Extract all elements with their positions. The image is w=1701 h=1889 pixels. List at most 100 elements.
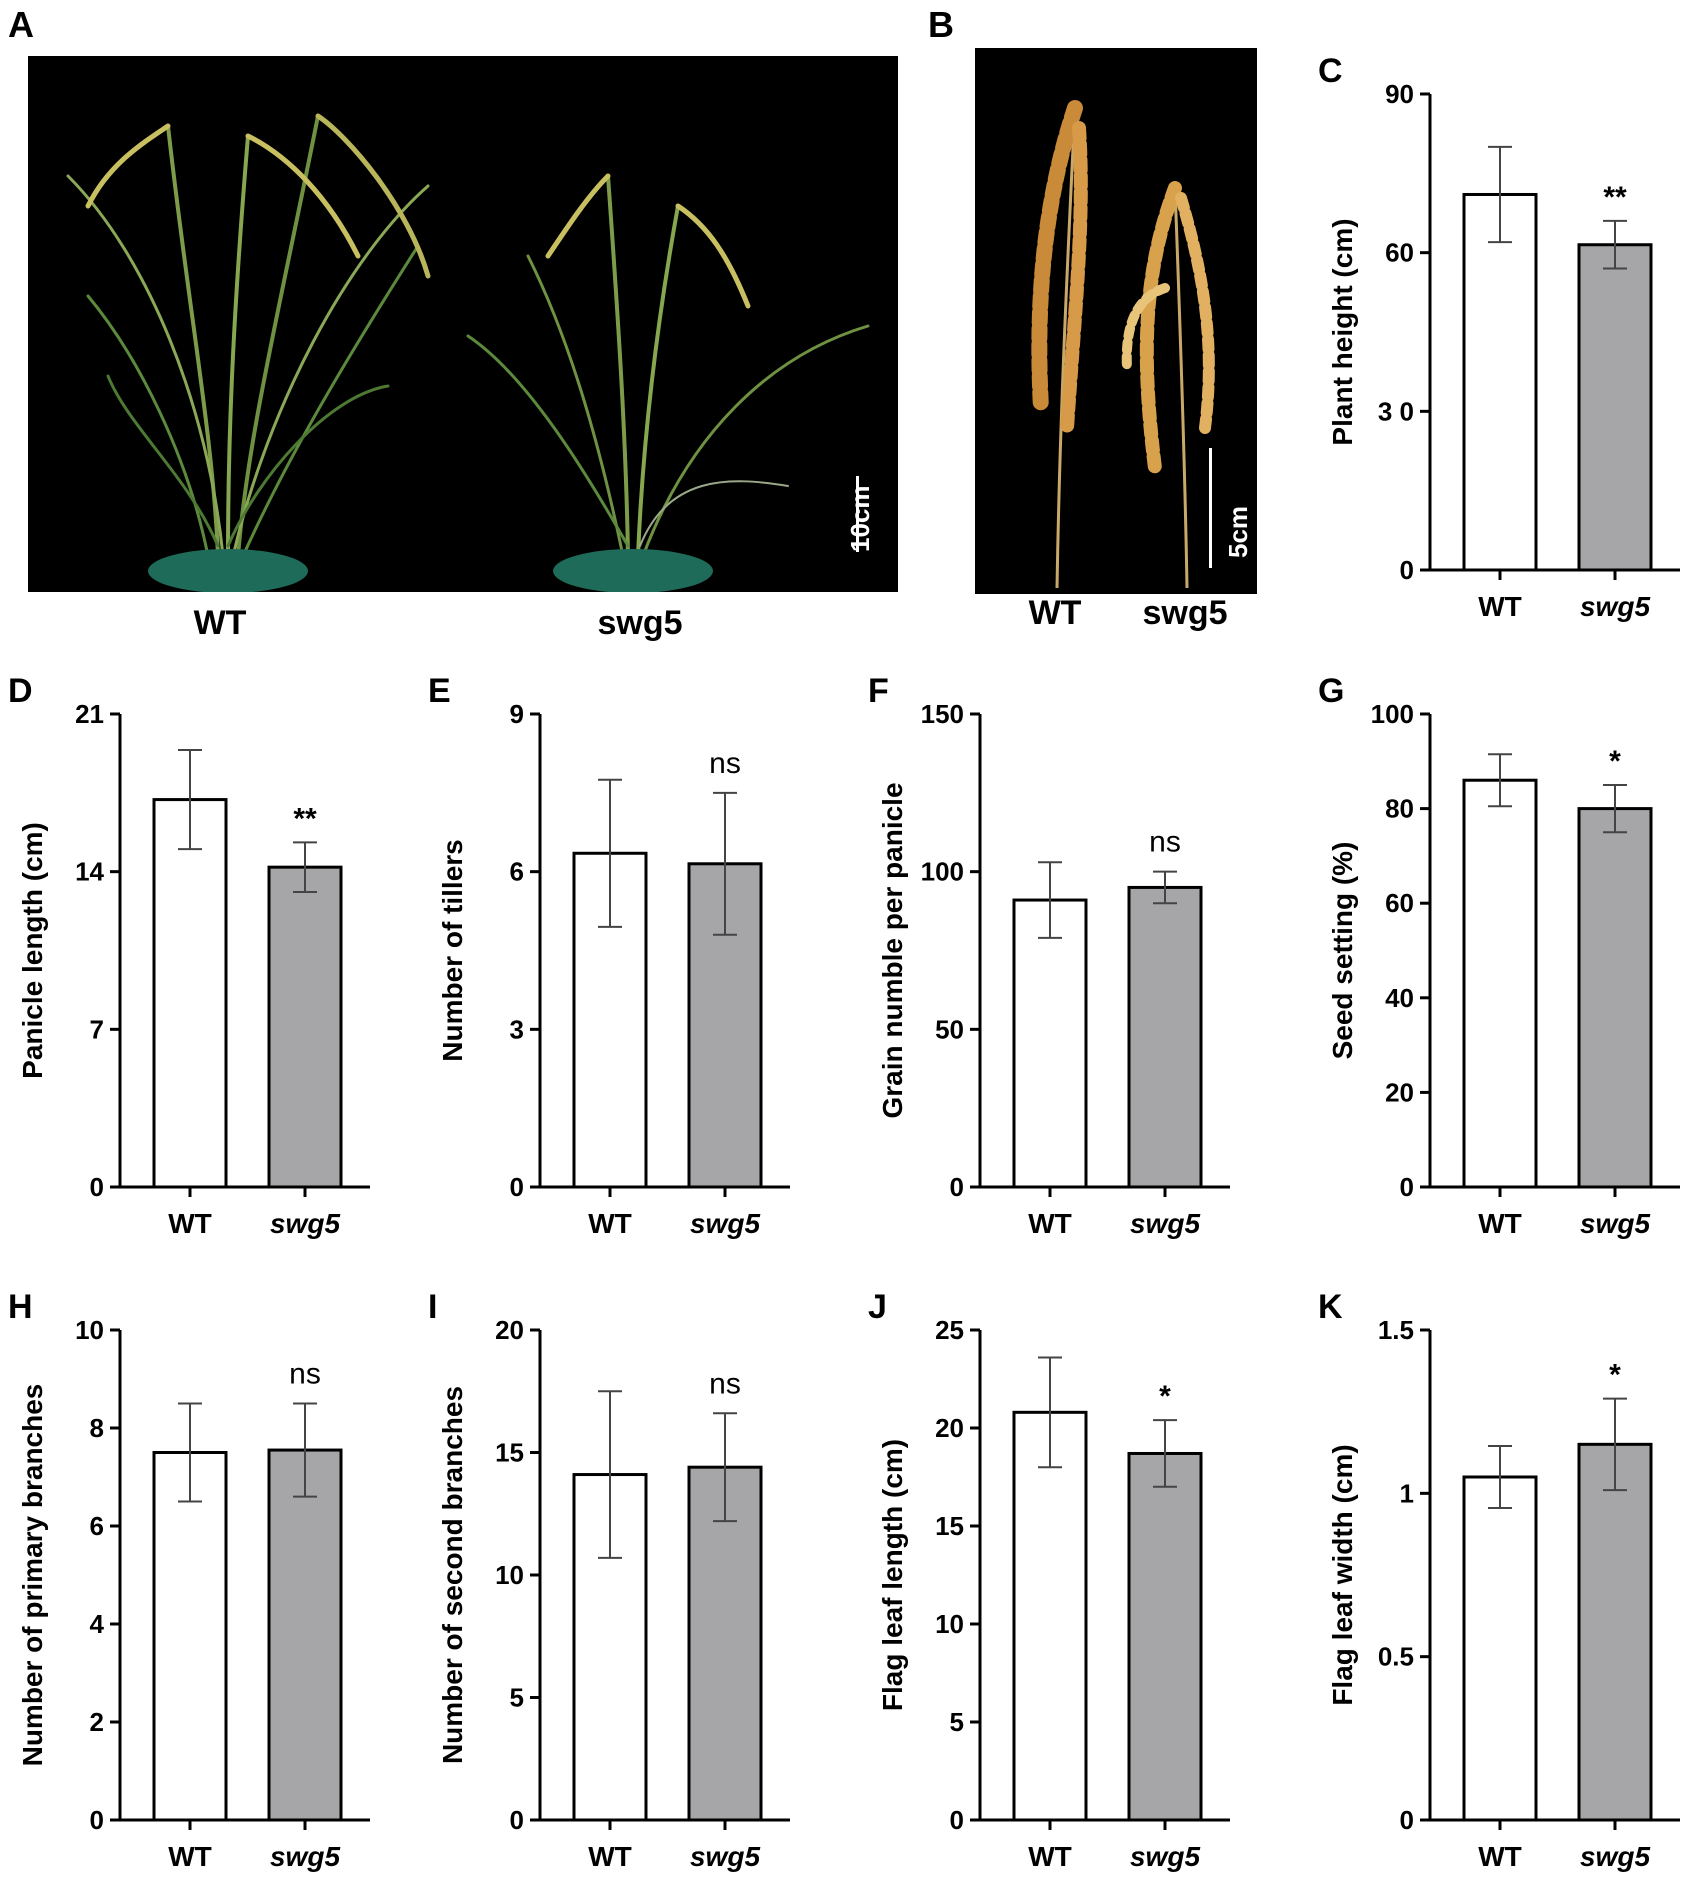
y-tick-label: 10 xyxy=(75,1315,104,1345)
y-tick-label: 4 xyxy=(90,1609,105,1639)
significance-label: ns xyxy=(709,747,741,780)
y-tick-label: 1 xyxy=(1400,1478,1414,1508)
y-axis-label: Grain numble per panicle xyxy=(877,782,908,1118)
caption-b-wt: WT xyxy=(1028,594,1082,632)
y-tick-label: 21 xyxy=(75,699,104,729)
x-tick-label: swg5 xyxy=(1130,1208,1200,1239)
y-tick-label: 20 xyxy=(1385,1077,1414,1107)
y-axis-label: Seed setting (%) xyxy=(1327,842,1358,1060)
y-axis-label: Number of tillers xyxy=(437,839,468,1061)
bar-swg5 xyxy=(1127,1451,1203,1822)
y-tick-label: 9 xyxy=(510,699,524,729)
y-axis-label: Number of second branches xyxy=(437,1386,468,1764)
bar-wt xyxy=(1012,1410,1088,1822)
x-tick-label: swg5 xyxy=(1580,591,1650,622)
x-tick-label: swg5 xyxy=(270,1841,340,1872)
y-tick-label: 80 xyxy=(1385,794,1414,824)
x-tick-label: WT xyxy=(588,1841,632,1872)
significance-label: ns xyxy=(1149,826,1181,859)
panel-label-c: C xyxy=(1318,52,1343,90)
chart-h: H 0 2 4 6 8 10 Number of primary branches WT swg5… xyxy=(8,1288,370,1872)
y-tick-label: 0.5 xyxy=(1378,1642,1414,1672)
x-tick-label: WT xyxy=(1478,1208,1522,1239)
y-tick-label: 6 xyxy=(510,857,524,887)
panel-label-d: D xyxy=(8,672,33,710)
y-tick-label: 3 xyxy=(510,1014,524,1044)
scale-label-b: 5cm xyxy=(1223,505,1253,558)
y-tick-label: 3 0 xyxy=(1378,396,1414,426)
y-tick-label: 8 xyxy=(90,1413,104,1443)
panicle-photo-illustration xyxy=(1031,100,1215,589)
caption-b-mutant: swg5 xyxy=(1142,594,1228,632)
significance-label: ns xyxy=(289,1358,321,1391)
bar-swg5 xyxy=(687,1465,763,1822)
y-axis-label: Panicle length (cm) xyxy=(17,822,48,1079)
scale-bar-b xyxy=(1209,448,1212,568)
x-tick-label: WT xyxy=(1478,1841,1522,1872)
x-tick-label: WT xyxy=(588,1208,632,1239)
plant-photo-illustration xyxy=(66,113,870,592)
wt-plant xyxy=(66,113,431,558)
chart-j: J 0 5 10 15 20 25 Flag leaf length (cm) WT swg5 * xyxy=(868,1288,1230,1872)
y-tick-label: 90 xyxy=(1385,79,1414,109)
panel-b-panicle-photo xyxy=(975,48,1257,594)
y-tick-label: 10 xyxy=(935,1609,964,1639)
mutant-plant xyxy=(466,173,870,558)
x-tick-label: WT xyxy=(1028,1841,1072,1872)
y-tick-label: 25 xyxy=(935,1315,964,1345)
panel-label-k: K xyxy=(1318,1288,1343,1326)
y-tick-label: 0 xyxy=(510,1172,524,1202)
chart-k: K 0 0.5 1 1.5 Flag leaf width (cm) WT swg5 * xyxy=(1318,1288,1680,1872)
y-tick-label: 0 xyxy=(950,1805,964,1835)
y-tick-label: 40 xyxy=(1385,983,1414,1013)
y-tick-label: 20 xyxy=(935,1413,964,1443)
bar-wt xyxy=(1462,192,1538,572)
wt-pot xyxy=(148,549,308,592)
significance-label: ns xyxy=(709,1367,741,1400)
y-tick-label: 0 xyxy=(90,1805,104,1835)
significance-label: * xyxy=(1159,1380,1171,1413)
x-tick-label: swg5 xyxy=(270,1208,340,1239)
x-tick-label: swg5 xyxy=(1130,1841,1200,1872)
scale-label-a: 10cm xyxy=(845,485,875,553)
bar-swg5 xyxy=(1577,243,1653,572)
bar-swg5 xyxy=(1577,1442,1653,1822)
panel-a-plant-photo xyxy=(28,56,898,592)
x-tick-label: WT xyxy=(168,1208,212,1239)
bar-wt xyxy=(152,798,228,1189)
panel-label-j: J xyxy=(868,1288,887,1326)
bar-swg5 xyxy=(1127,885,1203,1189)
scale-bar-a xyxy=(856,476,859,552)
chart-g: G 0 20 40 60 80 100 Seed setting (%) WT swg5 * xyxy=(1318,672,1680,1239)
significance-label: ** xyxy=(293,802,317,835)
y-tick-label: 14 xyxy=(75,857,104,887)
bar-wt xyxy=(1012,898,1088,1189)
mutant-pot xyxy=(553,549,713,592)
chart-d: D 0 7 14 21 Panicle length (cm) WT swg5 ** xyxy=(8,672,370,1239)
y-tick-label: 150 xyxy=(921,699,964,729)
y-tick-label: 2 xyxy=(90,1707,104,1737)
chart-i: I 0 5 10 15 20 Number of second branches WT swg5… xyxy=(428,1288,790,1872)
y-tick-label: 15 xyxy=(495,1438,524,1468)
chart-c: C 0 3 0 60 90 Plant height (cm) WT swg5 ** xyxy=(1318,52,1680,622)
significance-label: * xyxy=(1609,1359,1621,1392)
panel-label-i: I xyxy=(428,1288,437,1326)
bar-swg5 xyxy=(267,865,343,1189)
y-axis-label: Plant height (cm) xyxy=(1327,218,1358,445)
y-tick-label: 10 xyxy=(495,1560,524,1590)
caption-a-wt: WT xyxy=(193,604,247,642)
y-tick-label: 0 xyxy=(90,1172,104,1202)
y-tick-label: 60 xyxy=(1385,238,1414,268)
y-tick-label: 7 xyxy=(90,1014,104,1044)
y-tick-label: 1.5 xyxy=(1378,1315,1414,1345)
bar-wt xyxy=(1462,778,1538,1189)
panel-label-a: A xyxy=(8,4,34,45)
y-tick-label: 0 xyxy=(510,1805,524,1835)
y-axis-label: Flag leaf length (cm) xyxy=(877,1439,908,1711)
x-tick-label: WT xyxy=(1028,1208,1072,1239)
x-tick-label: swg5 xyxy=(1580,1208,1650,1239)
y-tick-label: 100 xyxy=(921,857,964,887)
y-tick-label: 15 xyxy=(935,1511,964,1541)
panel-label-h: H xyxy=(8,1288,33,1326)
y-tick-label: 20 xyxy=(495,1315,524,1345)
